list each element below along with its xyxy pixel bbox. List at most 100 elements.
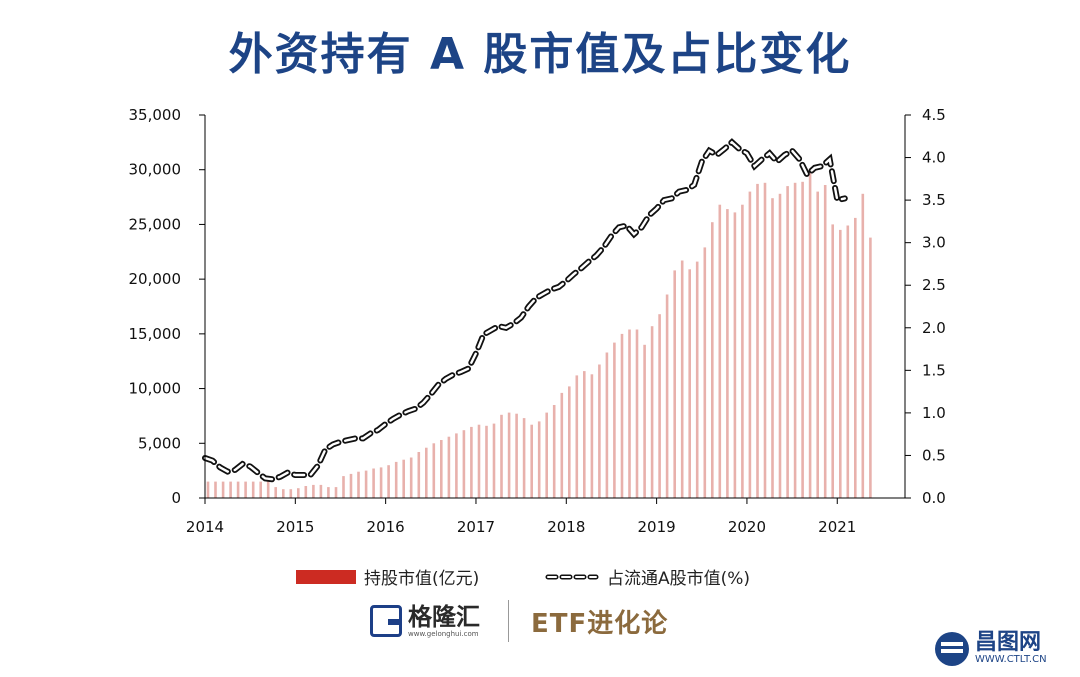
bar (357, 471, 360, 498)
legend-bar-swatch (296, 569, 356, 584)
watermark-logo-icon (935, 632, 969, 666)
right-y-ticks: 0.0 0.5 1.0 1.5 2.0 2.5 3.0 3.5 4.0 4.5 (905, 106, 946, 507)
bar (530, 424, 533, 498)
right-tick-label: 2.5 (922, 276, 946, 294)
bar (409, 457, 413, 498)
bar (718, 204, 722, 498)
x-tick-label: 2014 (186, 518, 224, 536)
bar (816, 191, 819, 498)
bar (462, 430, 466, 498)
bar (470, 426, 473, 498)
brand-footer: 格隆汇 www.gelonghui.com ETF进化论 (370, 600, 668, 642)
bar (756, 183, 759, 498)
brand-url: www.gelonghui.com (408, 630, 479, 638)
brand-name: 格隆汇 (408, 603, 480, 631)
bar (214, 481, 217, 498)
bar (522, 418, 526, 498)
bar (741, 204, 744, 498)
bar (575, 375, 579, 498)
bar (854, 217, 857, 498)
bar (229, 481, 232, 498)
bar (590, 374, 594, 498)
bar (485, 425, 488, 498)
bar (695, 261, 699, 498)
left-tick-label: 0 (171, 489, 181, 507)
bar (304, 486, 308, 498)
bar (635, 329, 639, 498)
bar (658, 314, 661, 498)
bar (801, 181, 804, 499)
line-series-inner (203, 140, 846, 481)
right-tick-label: 1.0 (922, 404, 946, 422)
bar (552, 405, 556, 498)
bar (379, 467, 383, 498)
bar (605, 352, 609, 498)
bar (507, 412, 511, 498)
bar (846, 225, 850, 498)
bar (425, 447, 428, 498)
bar (251, 481, 255, 498)
bar (771, 198, 774, 498)
brand-divider (508, 600, 509, 642)
bar (297, 488, 300, 498)
bar (432, 443, 436, 498)
bar (236, 481, 240, 498)
bar (327, 487, 330, 498)
bar (786, 186, 789, 498)
bar (334, 487, 338, 498)
bar (650, 326, 654, 498)
x-tick-label: 2020 (728, 518, 766, 536)
bar (349, 473, 353, 498)
bar (643, 344, 646, 498)
x-tick-label: 2021 (818, 518, 856, 536)
bar (808, 168, 812, 498)
bar (342, 476, 345, 498)
bar (823, 185, 827, 498)
legend-line-label: 占流通A股市值(%) (607, 569, 751, 589)
bar-series (206, 168, 872, 499)
bar (560, 392, 564, 498)
legend-line-swatch (545, 574, 599, 579)
bar (372, 468, 375, 498)
left-tick-label: 5,000 (138, 434, 181, 452)
left-tick-label: 35,000 (129, 106, 182, 124)
bar (726, 209, 729, 498)
bar (793, 182, 797, 499)
bar (711, 222, 714, 498)
left-tick-label: 10,000 (129, 380, 182, 398)
axes (204, 115, 906, 499)
gelonghui-logo-icon (370, 605, 402, 637)
bar (703, 247, 707, 498)
right-tick-label: 0.5 (922, 446, 946, 464)
bar (545, 412, 548, 498)
bar (282, 489, 285, 498)
left-tick-label: 30,000 (129, 161, 182, 179)
bar (680, 260, 684, 498)
bar (537, 421, 541, 498)
bar (869, 237, 872, 498)
left-tick-label: 25,000 (129, 215, 182, 233)
bar (673, 270, 676, 498)
bar (861, 193, 865, 499)
legend-item-line: 占流通A股市值(%) (545, 564, 750, 589)
bar (364, 470, 368, 498)
bar (568, 386, 571, 498)
bar (274, 487, 277, 498)
x-tick-label: 2016 (367, 518, 405, 536)
bar (515, 413, 518, 498)
right-tick-label: 4.0 (922, 149, 946, 167)
bar (477, 424, 481, 498)
bar (244, 481, 247, 498)
bar (628, 329, 631, 498)
bar (312, 484, 315, 498)
bar (319, 484, 323, 498)
bar (763, 182, 767, 499)
legend-bar-label: 持股市值(亿元) (364, 569, 480, 589)
bar (748, 191, 752, 498)
bar (402, 459, 405, 498)
right-tick-label: 2.0 (922, 319, 946, 337)
partner-name: ETF进化论 (531, 608, 669, 639)
x-ticks: 2014 2015 2016 2017 2018 2019 2020 2021 (186, 498, 856, 536)
bar (583, 371, 586, 498)
